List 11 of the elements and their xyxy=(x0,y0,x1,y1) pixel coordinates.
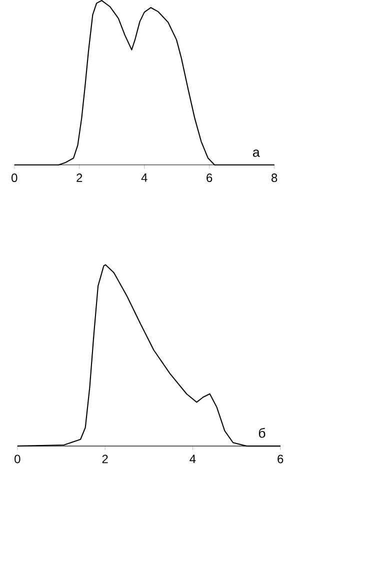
x-tick-label: 8 xyxy=(271,174,277,182)
x-tick-label: 4 xyxy=(141,174,148,182)
x-tick-label: 6 xyxy=(206,174,212,182)
x-tick-label: 0 xyxy=(11,174,18,182)
x-tick-label: 2 xyxy=(102,454,108,464)
x-tick-label: 2 xyxy=(76,174,82,182)
x-tick-label: 0 xyxy=(14,454,20,464)
x-tick-label: 6 xyxy=(277,454,283,464)
x-tick-label: 4 xyxy=(189,454,196,463)
annotation: б xyxy=(258,428,265,438)
annotation: а xyxy=(252,150,260,157)
